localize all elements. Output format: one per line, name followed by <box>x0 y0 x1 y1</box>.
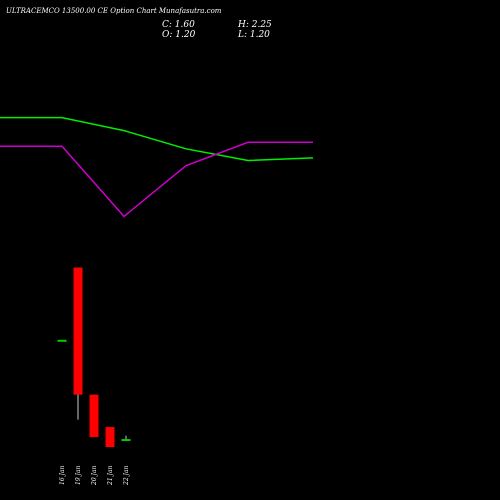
chart-title: ULTRACEMCO 13500.00 CE Option Chart Muna… <box>6 7 222 15</box>
x-axis-ticks: 16 Jan 19 Jan 20 Jan 21 Jan 22 Jan <box>59 465 130 486</box>
x-tick-label: 20 Jan <box>91 465 98 486</box>
indicator-line-2 <box>0 141 313 218</box>
x-tick-label: 16 Jan <box>59 465 66 485</box>
x-tick-label: 19 Jan <box>75 465 82 485</box>
candle-body <box>121 439 131 442</box>
low-value: L: 1.20 <box>237 30 270 40</box>
open-value: O: 1.20 <box>162 30 196 40</box>
x-tick-label: 22 Jan <box>123 465 130 486</box>
candle-body <box>89 394 99 438</box>
indicator-lines <box>0 116 314 218</box>
x-tick-label: 21 Jan <box>107 465 114 486</box>
candle-body <box>57 339 67 342</box>
high-value: H: 2.25 <box>237 20 272 30</box>
candle-body <box>105 427 115 448</box>
close-value: C: 1.60 <box>162 20 195 30</box>
candle-body <box>73 267 83 395</box>
indicator-line-1 <box>0 116 314 162</box>
candles <box>57 267 131 448</box>
